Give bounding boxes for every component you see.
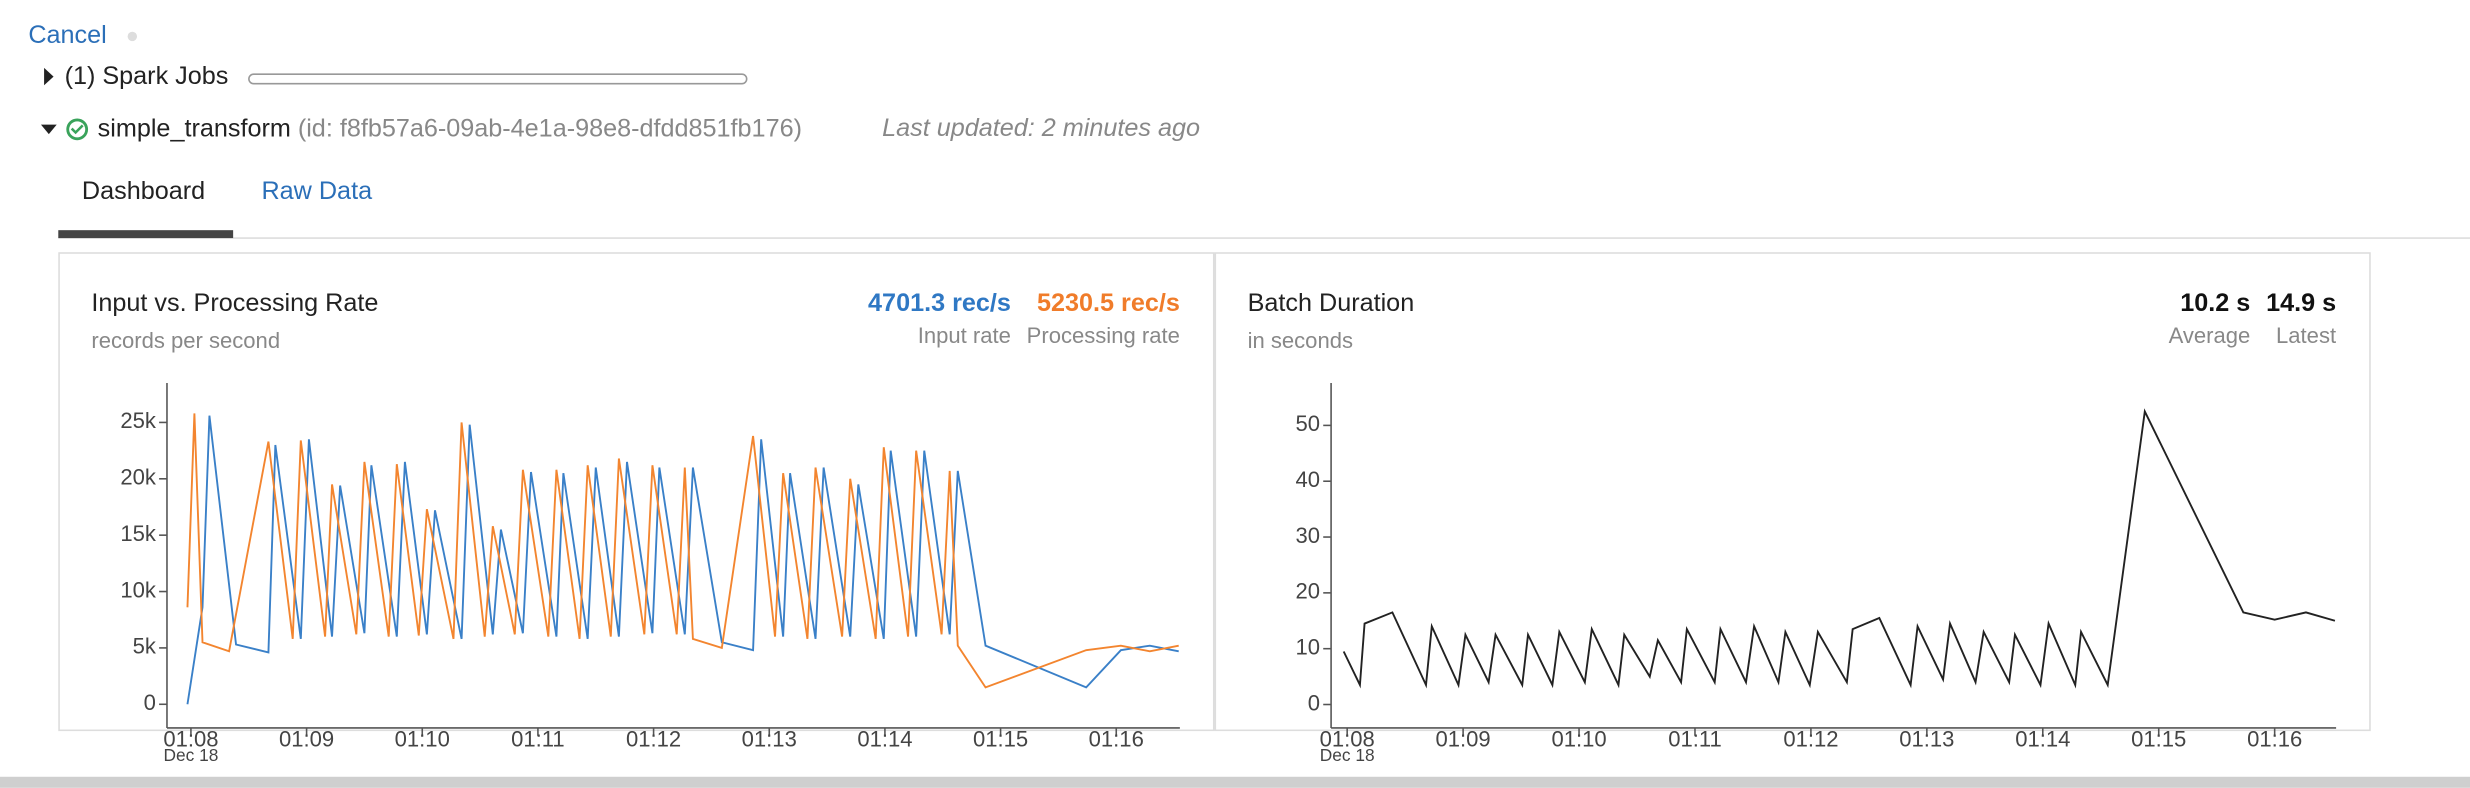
stat-value: 5230.5 rec/s [1037, 289, 1180, 317]
stat-label: Latest [2276, 323, 2336, 348]
y-tick-label: 25k [120, 408, 157, 433]
query-name-text: simple_transform [98, 114, 291, 142]
chart-subtitle: records per second [91, 328, 280, 353]
collapse-toggle[interactable] [40, 124, 57, 135]
y-tick-label: 5k [133, 634, 157, 659]
x-tick-label: 01:09 [1436, 726, 1491, 751]
y-tick-label: 30 [1296, 523, 1321, 548]
status-dot [127, 31, 138, 42]
y-tick-label: 10 [1296, 635, 1321, 660]
x-sublabel: Dec 18 [163, 745, 218, 765]
tab[interactable]: Dashboard [82, 177, 205, 205]
x-tick-label: 01:15 [2131, 726, 2186, 751]
spark-jobs[interactable]: (1) Spark Jobs [65, 62, 229, 90]
x-tick-label: 01:10 [1551, 726, 1606, 751]
x-tick-label: 01:09 [279, 726, 334, 751]
stat-label: Processing rate [1027, 323, 1180, 348]
chart-subtitle: in seconds [1248, 328, 1353, 353]
x-tick-label: 01:14 [2015, 726, 2070, 751]
x-tick-label: 01:16 [2247, 726, 2302, 751]
stat-value: 14.9 s [2266, 289, 2336, 317]
x-tick-label: 01:10 [395, 726, 450, 751]
x-tick-label: 01:08 [1320, 726, 1375, 751]
panel [58, 252, 1215, 732]
y-tick-label: 0 [1308, 690, 1320, 715]
x-tick-label: 01:13 [1899, 726, 1954, 751]
y-tick-label: 10k [120, 577, 157, 602]
x-tick-label: 01:13 [742, 726, 797, 751]
stat-value: 4701.3 rec/s [868, 289, 1011, 317]
x-tick-label: 01:12 [626, 726, 681, 751]
active-tab-underline [58, 230, 234, 239]
query-id: (id: f8fb57a6-09ab-4e1a-98e8-dfdd851fb17… [298, 114, 802, 142]
x-tick-label: 01:12 [1783, 726, 1838, 751]
tab[interactable]: Raw Data [261, 177, 373, 205]
y-tick-label: 15k [120, 521, 157, 546]
stat-label: Input rate [918, 323, 1011, 348]
x-tick-label: 01:11 [1668, 726, 1722, 751]
x-tick-label: 01:08 [163, 726, 218, 751]
query-name: simple_transform (id: f8fb57a6-09ab-4e1a… [98, 114, 802, 142]
x-tick-label: 01:14 [857, 726, 912, 751]
x-tick-label: 01:15 [973, 726, 1028, 751]
x-tick-label: 01:16 [1089, 726, 1144, 751]
stat-value: 10.2 s [2180, 289, 2250, 317]
series-line [186, 415, 1179, 705]
last-updated: Last updated: 2 minutes ago [882, 114, 1200, 142]
series-line [1342, 408, 2336, 689]
cancel-link[interactable]: Cancel [28, 21, 106, 49]
y-tick-label: 20k [120, 465, 157, 490]
chart-title: Input vs. Processing Rate [91, 289, 378, 317]
progress-bar [248, 73, 748, 85]
y-tick-label: 50 [1296, 411, 1321, 436]
panel [1214, 252, 2371, 732]
y-tick-label: 20 [1296, 579, 1321, 604]
expand-toggle[interactable] [44, 67, 54, 86]
y-tick-label: 0 [144, 690, 156, 715]
chart-title: Batch Duration [1248, 289, 1415, 317]
series-line [186, 413, 1179, 689]
x-sublabel: Dec 18 [1320, 745, 1375, 765]
running-icon [66, 118, 89, 141]
y-tick-label: 40 [1296, 467, 1321, 492]
stat-label: Average [2169, 323, 2251, 348]
running-check [70, 124, 84, 135]
scrollbar [0, 776, 2470, 788]
x-tick-label: 01:11 [511, 726, 565, 751]
